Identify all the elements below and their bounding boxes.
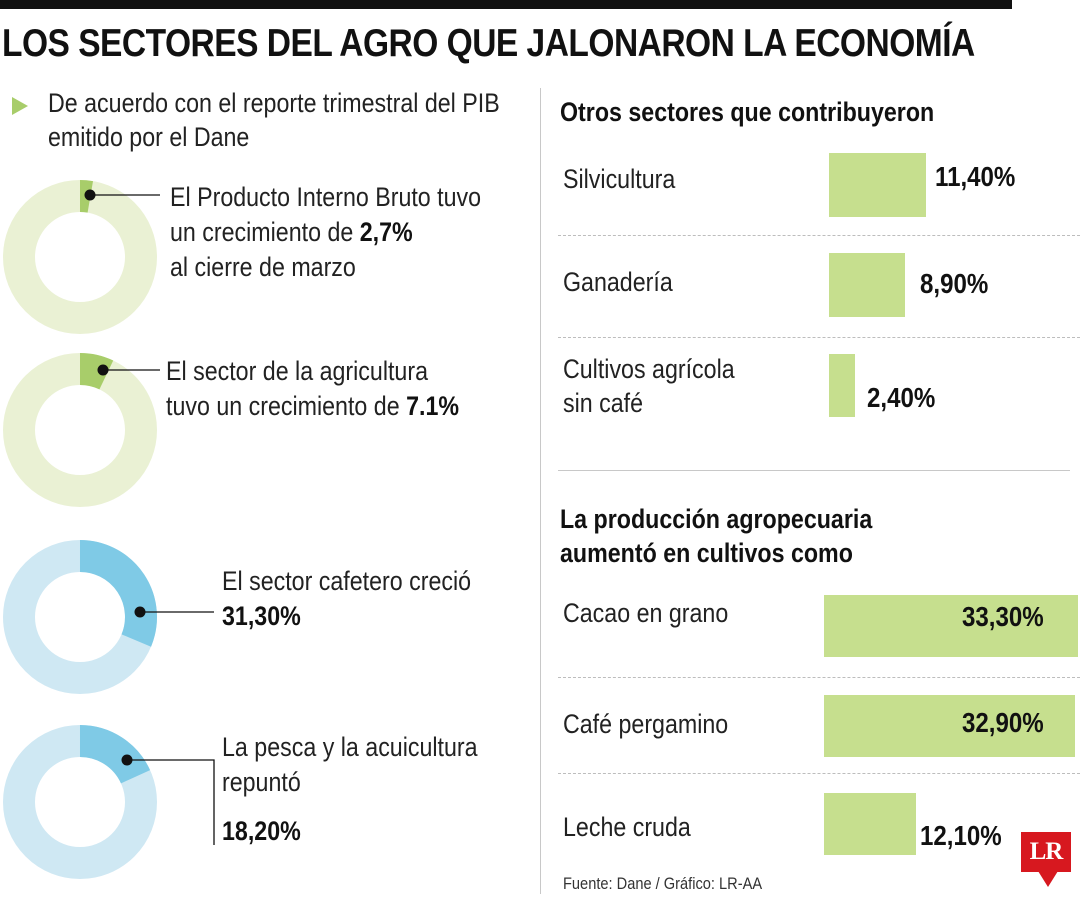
bar-label-line: sin café bbox=[563, 388, 644, 418]
row-divider bbox=[558, 235, 1080, 236]
row-divider bbox=[558, 677, 1080, 678]
leader-line-pesca bbox=[127, 759, 215, 845]
annotation-text: tuvo un crecimiento de bbox=[166, 391, 407, 421]
donut-annotation-pesca-value: 18,20% bbox=[222, 814, 301, 849]
annotation-line: un crecimiento de 2,7% bbox=[170, 215, 481, 250]
annotation-value: 7.1% bbox=[406, 391, 460, 421]
annotation-line: El sector cafetero creció bbox=[222, 566, 472, 596]
intro-line-1: De acuerdo con el reporte trimestral del… bbox=[48, 88, 500, 118]
row-divider bbox=[558, 773, 1080, 774]
bar-label-cafe: Café pergamino bbox=[563, 709, 729, 739]
donut-slice-cafetero bbox=[79, 540, 157, 647]
bar-label-cacao: Cacao en grano bbox=[563, 598, 729, 628]
donut-charts bbox=[3, 180, 215, 879]
bar-label-silvicultura: Silvicultura bbox=[563, 164, 676, 194]
top-rule bbox=[0, 0, 1012, 9]
source-note: Fuente: Dane / Gráfico: LR-AA bbox=[563, 874, 763, 893]
donut-annotation-pesca: La pesca y la acuicultura repuntó bbox=[222, 730, 478, 800]
intro-line-2: emitido por el Dane bbox=[48, 122, 250, 152]
annotation-line: repuntó bbox=[222, 767, 301, 797]
annotation-line: al cierre de marzo bbox=[170, 252, 356, 282]
lr-logo-tail bbox=[1038, 871, 1058, 887]
leader-dot-agricultura bbox=[97, 364, 109, 376]
bar-leche bbox=[824, 793, 916, 855]
others-section-title: Otros sectores que contribuyeron bbox=[560, 97, 935, 127]
annotation-text: un crecimiento de bbox=[170, 217, 360, 247]
bar-cultivos bbox=[829, 354, 855, 417]
bar-silvicultura bbox=[829, 153, 926, 217]
donut-annotation-agricultura: El sector de la agricultura tuvo un crec… bbox=[166, 354, 459, 424]
leader-dot-pesca bbox=[121, 754, 133, 766]
donut-track-agricultura bbox=[3, 353, 157, 507]
annotation-line: La pesca y la acuicultura bbox=[222, 732, 478, 762]
annotation-line: El sector de la agricultura bbox=[166, 356, 429, 386]
leader-dot-pib bbox=[84, 189, 96, 201]
donut-annotation-cafetero: El sector cafetero creció 31,30% bbox=[222, 564, 471, 634]
bar-cacao bbox=[824, 595, 1078, 657]
lr-logo: LR bbox=[1021, 832, 1071, 872]
bar-label-ganaderia: Ganadería bbox=[563, 267, 673, 297]
intro-text: De acuerdo con el reporte trimestral del… bbox=[48, 86, 500, 154]
bar-label-line: Cultivos agrícola bbox=[563, 354, 735, 384]
production-title-line-1: La producción agropecuaria bbox=[560, 504, 873, 534]
section-divider bbox=[558, 470, 1070, 471]
annotation-value: 18,20% bbox=[222, 816, 301, 846]
donut-slice-pesca bbox=[79, 725, 151, 785]
bar-value-ganaderia: 8,90% bbox=[920, 268, 989, 299]
bar-label-cultivos: Cultivos agrícola sin café bbox=[563, 352, 735, 420]
annotation-line: 31,30% bbox=[222, 599, 471, 634]
bar-ganaderia bbox=[829, 253, 905, 317]
bar-value-cultivos: 2,40% bbox=[867, 382, 936, 413]
production-section-title: La producción agropecuaria aumentó en cu… bbox=[560, 502, 872, 570]
row-divider bbox=[558, 337, 1080, 338]
bar-label-leche: Leche cruda bbox=[563, 812, 691, 842]
annotation-line: El Producto Interno Bruto tuvo bbox=[170, 182, 482, 212]
annotation-value: 2,7% bbox=[359, 217, 413, 247]
bar-cafe bbox=[824, 695, 1075, 757]
production-title-line-2: aumentó en cultivos como bbox=[560, 538, 853, 568]
annotation-value: 31,30% bbox=[222, 601, 301, 631]
annotation-line: tuvo un crecimiento de 7.1% bbox=[166, 389, 459, 424]
bar-value-cacao: 33,30% bbox=[962, 601, 1044, 632]
donut-annotation-pib: El Producto Interno Bruto tuvo un crecim… bbox=[170, 180, 481, 285]
play-arrow-icon bbox=[12, 97, 28, 115]
bar-value-silvicultura: 11,40% bbox=[935, 161, 1016, 192]
page-title: LOS SECTORES DEL AGRO QUE JALONARON LA E… bbox=[2, 22, 975, 65]
column-divider bbox=[540, 88, 541, 894]
bar-value-leche: 12,10% bbox=[920, 820, 1002, 851]
donut-track-pib bbox=[3, 180, 157, 334]
leader-dot-cafetero bbox=[134, 606, 146, 618]
bar-value-cafe: 32,90% bbox=[962, 707, 1044, 738]
